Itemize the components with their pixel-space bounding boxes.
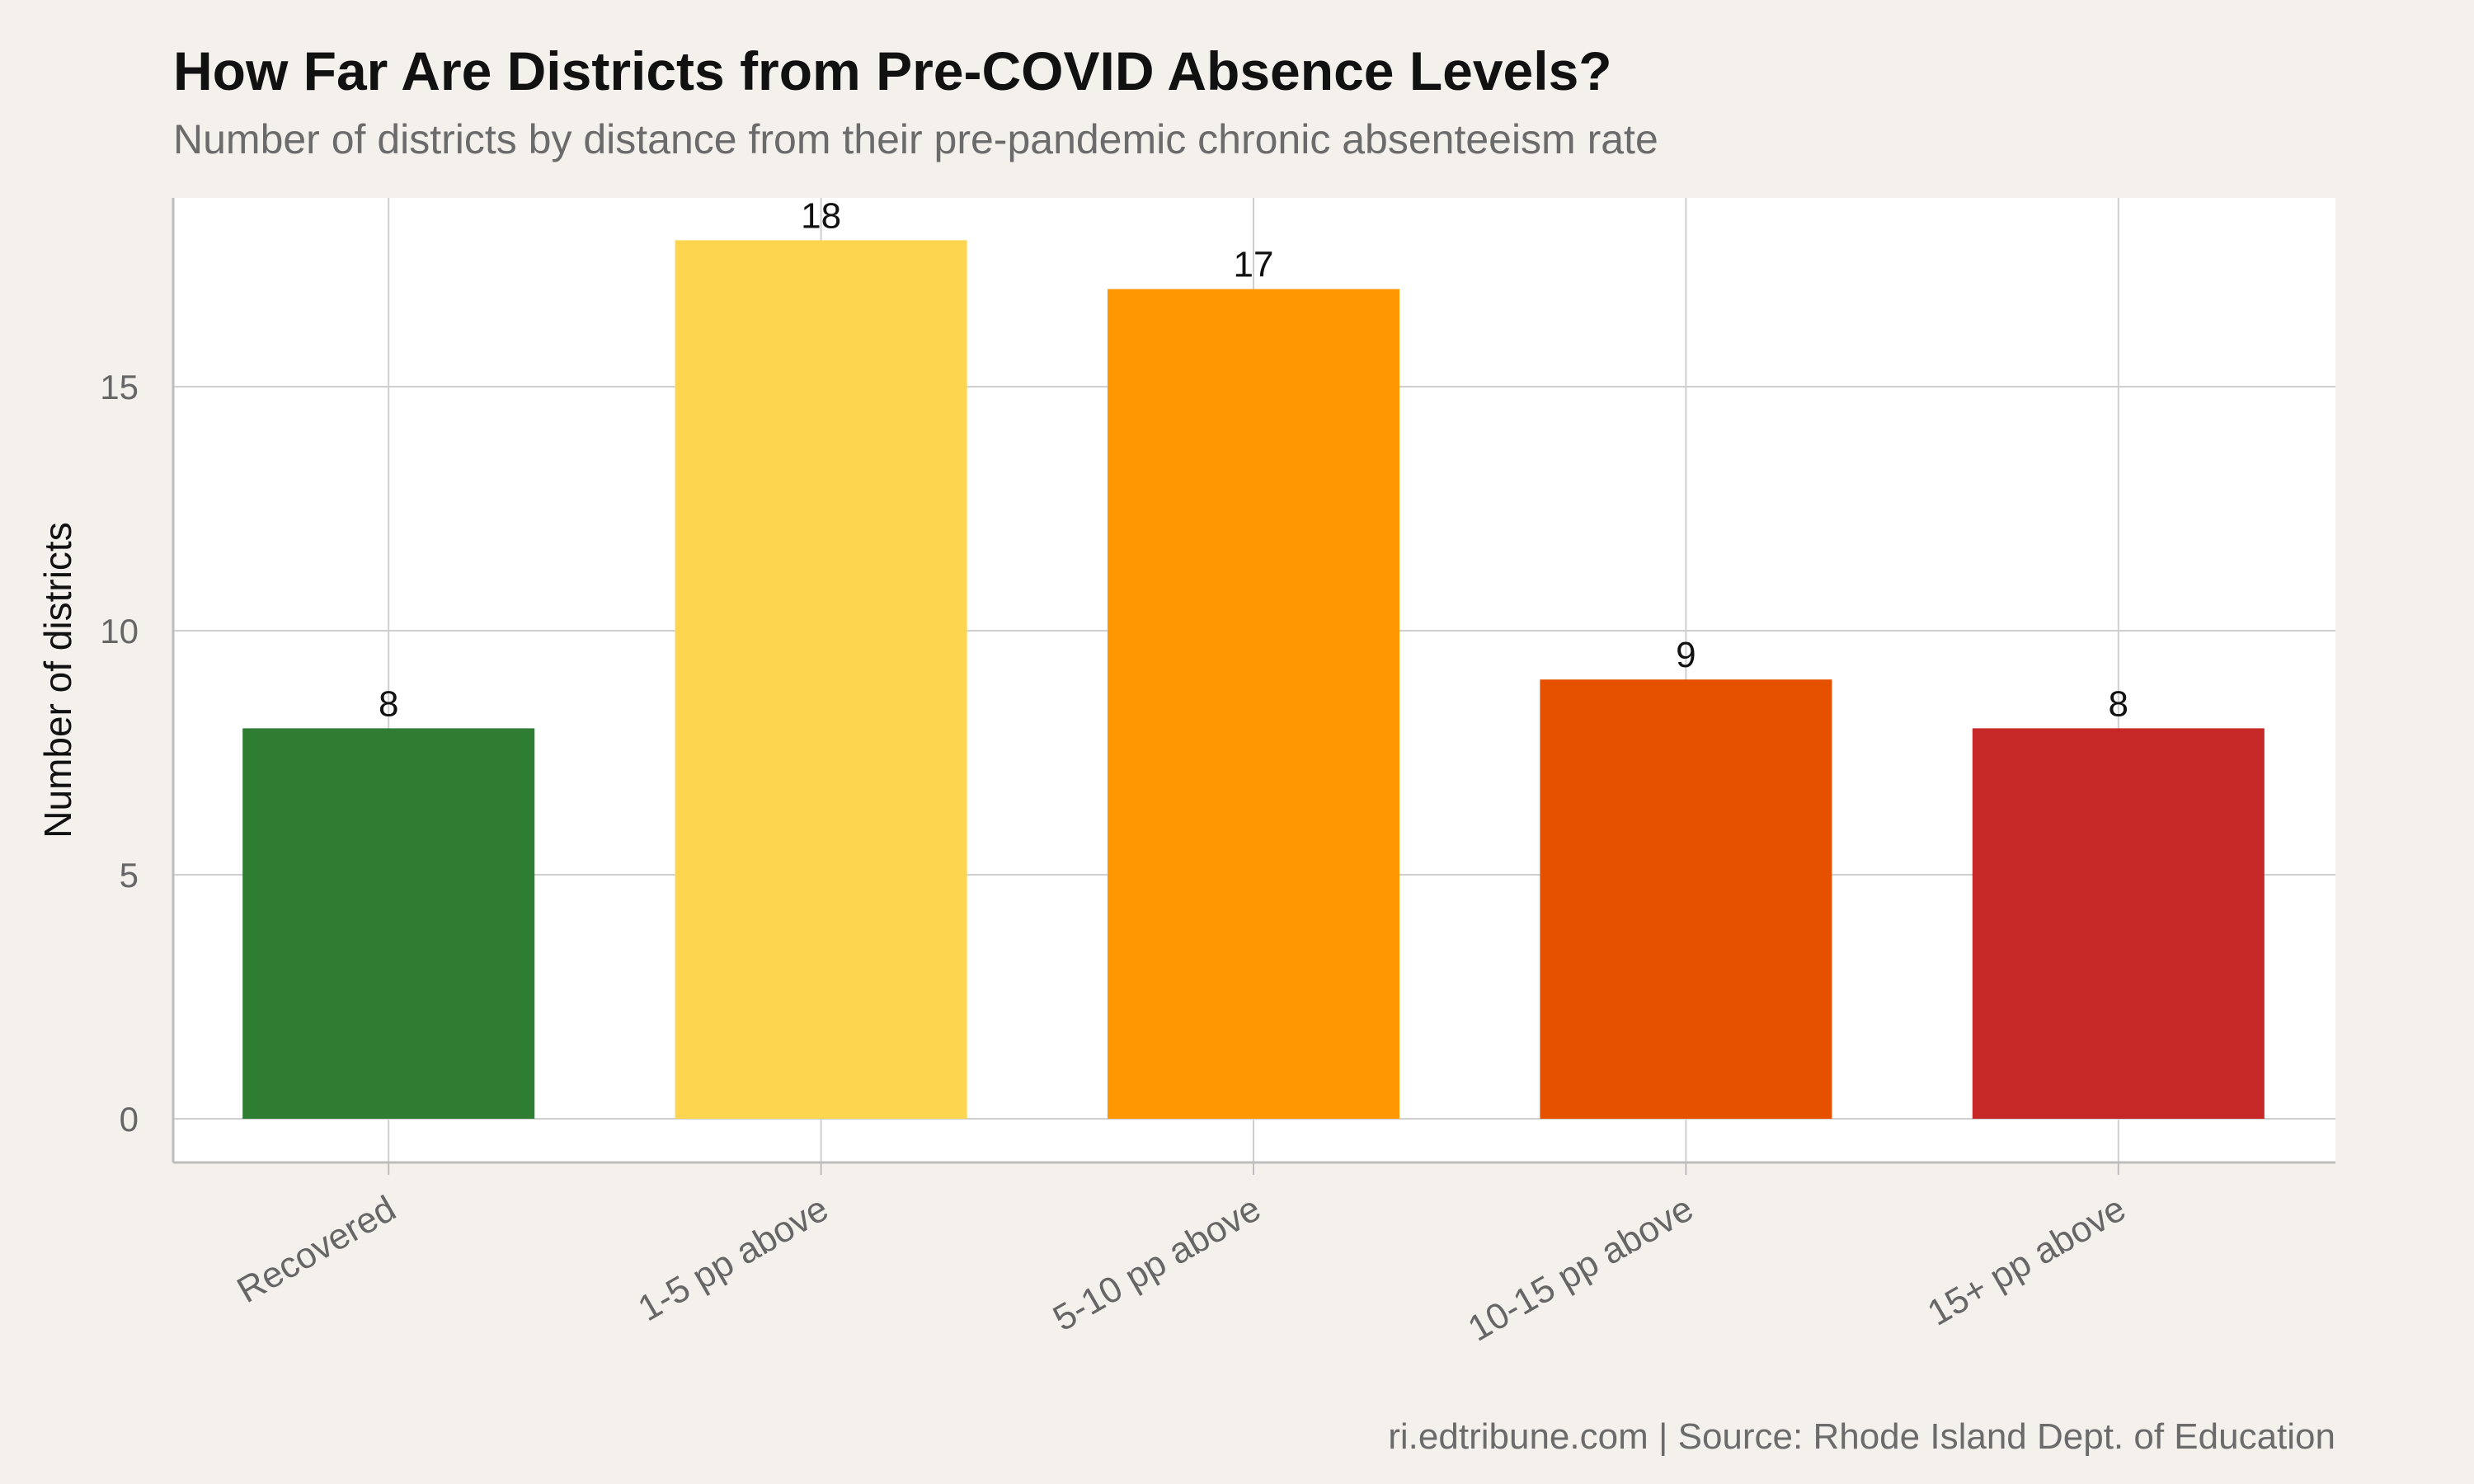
bar [242,728,535,1119]
y-tick-label: 10 [100,612,139,650]
chart-title: How Far Are Districts from Pre-COVID Abs… [173,40,1612,101]
x-tick-label: Recovered [230,1188,402,1311]
bar [675,240,967,1119]
bar [1972,728,2265,1119]
y-tick-labels: 0 5 10 15 [100,368,139,1139]
bars [242,240,2265,1120]
x-tick-label: 10-15 pp above [1461,1188,1700,1349]
y-tick-label: 0 [120,1100,139,1139]
axes [172,198,2335,1164]
data-label: 18 [801,195,841,236]
data-label: 9 [1676,635,1696,675]
bar [1108,289,1399,1120]
x-tick-label: 5-10 pp above [1047,1188,1268,1339]
chart-subtitle: Number of districts by distance from the… [173,116,1658,162]
x-tick-label: 15+ pp above [1921,1188,2133,1333]
data-labels: 8 18 17 9 8 [379,195,2128,724]
data-label: 17 [1234,245,1274,285]
x-tick-label: 1-5 pp above [632,1188,835,1329]
y-axis-title: Number of districts [36,522,79,838]
data-label: 8 [379,683,398,724]
y-tick-label: 5 [120,856,139,895]
data-label: 8 [2109,683,2128,724]
bar [1540,679,1832,1119]
x-tick-labels: Recovered 1-5 pp above 5-10 pp above 10-15 … [230,1188,2132,1349]
y-tick-label: 15 [100,368,139,406]
chart-caption: ri.edtribune.com | Source: Rhode Island … [1388,1416,2335,1457]
